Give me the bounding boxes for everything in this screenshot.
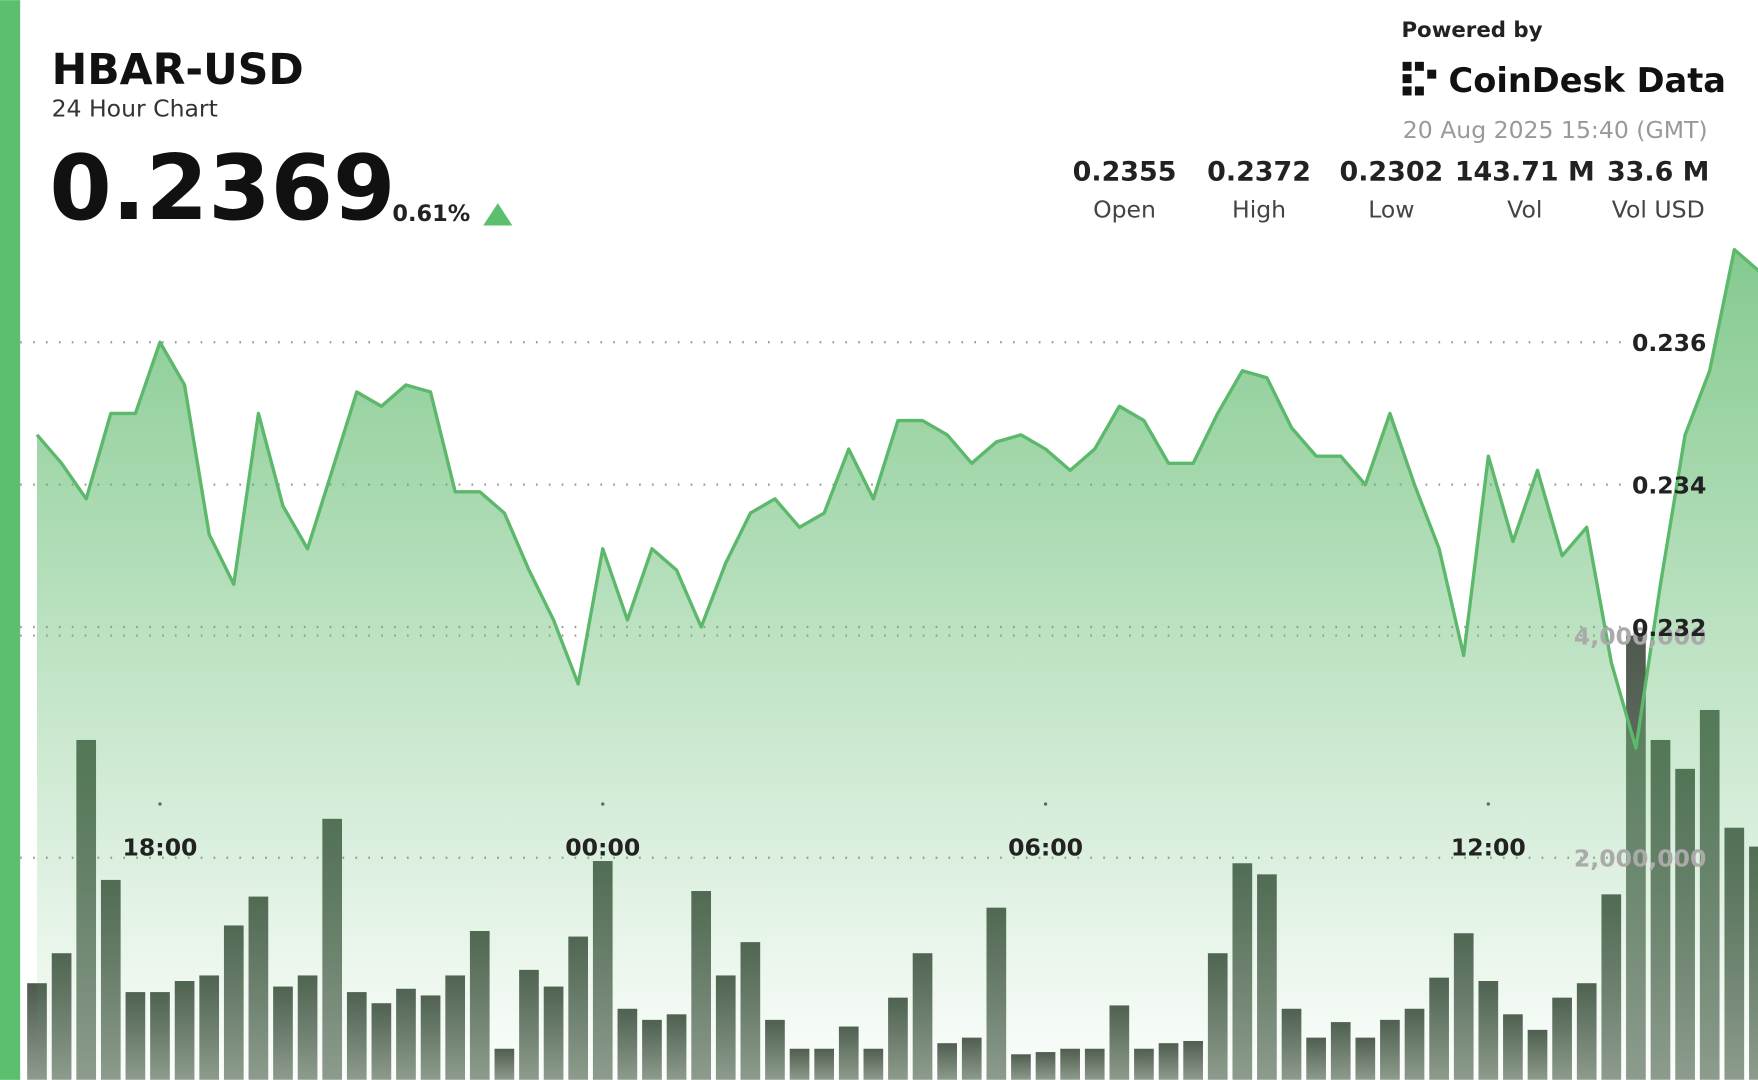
y-tick-label: 0.232 (1632, 614, 1706, 642)
timestamp: 20 Aug 2025 15:40 (GMT) (1403, 116, 1708, 144)
stat-value: 0.2355 (1073, 157, 1177, 188)
accent-bar (0, 0, 21, 1080)
x-tick-label: 06:00 (1008, 834, 1083, 862)
powered-by: Powered by (1401, 18, 1542, 43)
logo-icon (1402, 61, 1437, 96)
x-tick-label: 12:00 (1451, 834, 1526, 862)
price-line (35, 247, 1758, 750)
stat-label: Vol (1507, 196, 1542, 224)
price-area (36, 249, 1758, 1080)
y-tick-label: 0.236 (1632, 329, 1706, 357)
stat-value: 0.2372 (1207, 157, 1311, 188)
stat-value: 143.71 M (1455, 157, 1595, 188)
y-tick-label: 0.234 (1632, 472, 1706, 500)
stat-label: Open (1093, 196, 1156, 224)
brand: CoinDesk Data (1449, 61, 1726, 100)
stats: 0.2355 Open 0.2372 High 0.2302 Low 143.71 M Vol… (1073, 157, 1710, 224)
x-tick-label: 18:00 (123, 834, 198, 862)
x-tick-label: 00:00 (565, 834, 640, 862)
change: 0.61% (392, 201, 470, 227)
title: HBAR-USD (52, 45, 304, 95)
stat-label: High (1232, 196, 1286, 224)
stat-value: 33.6 M (1607, 157, 1709, 188)
y2-tick-label: 4,000,000 (1574, 623, 1707, 651)
y2-tick-label: 2,000,000 (1574, 845, 1707, 873)
up-arrow (483, 203, 513, 226)
price: 0.2369 (49, 137, 395, 241)
stat-label: Vol USD (1612, 196, 1705, 224)
stat-label: Low (1368, 196, 1414, 224)
subtitle: 24 Hour Chart (52, 95, 218, 123)
price-area (35, 247, 1758, 1080)
stat-value: 0.2302 (1339, 157, 1443, 188)
